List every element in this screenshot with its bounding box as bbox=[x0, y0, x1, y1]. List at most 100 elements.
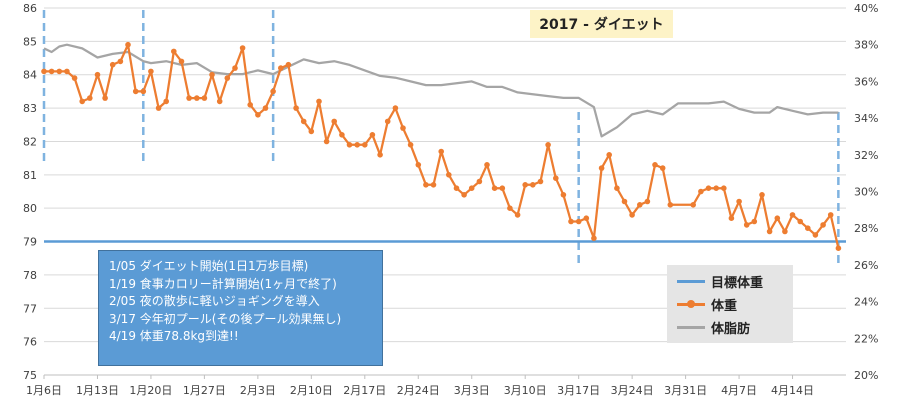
data-point bbox=[659, 165, 666, 171]
data-point bbox=[583, 215, 590, 221]
data-point bbox=[109, 61, 116, 68]
data-point bbox=[384, 118, 391, 125]
data-point bbox=[423, 182, 429, 188]
data-point bbox=[247, 102, 253, 108]
data-point bbox=[293, 105, 299, 111]
x-tick-label: 4月7日 bbox=[721, 384, 757, 397]
y-left-tick-label: 83 bbox=[23, 102, 37, 115]
data-point bbox=[606, 152, 612, 158]
data-point bbox=[499, 185, 506, 191]
data-point bbox=[690, 202, 696, 208]
annotation-line: 4/19 体重78.8kg到達!! bbox=[109, 329, 239, 343]
data-point bbox=[262, 105, 269, 111]
data-point bbox=[125, 41, 131, 48]
data-point bbox=[132, 88, 139, 95]
y-left-tick-label: 77 bbox=[23, 302, 37, 315]
data-point bbox=[316, 98, 322, 105]
data-point bbox=[751, 218, 758, 225]
data-point bbox=[537, 178, 544, 185]
y-left-tick-label: 76 bbox=[23, 336, 37, 349]
data-point bbox=[407, 142, 414, 148]
data-point bbox=[362, 142, 368, 148]
event-marker-lines bbox=[42, 10, 840, 268]
y-right-tick-label: 32% bbox=[854, 149, 878, 162]
y-right-tick-label: 28% bbox=[854, 222, 878, 235]
data-point bbox=[789, 212, 796, 218]
data-point bbox=[87, 95, 93, 101]
y-left-tick-label: 84 bbox=[23, 69, 37, 82]
data-point bbox=[507, 205, 513, 211]
data-point bbox=[369, 132, 376, 138]
y-left-tick-label: 79 bbox=[23, 236, 37, 249]
data-point bbox=[728, 215, 735, 221]
data-point bbox=[598, 165, 605, 171]
data-point bbox=[721, 185, 727, 191]
data-point bbox=[667, 202, 674, 208]
data-point bbox=[438, 148, 445, 155]
x-tick-label: 1月13日 bbox=[76, 384, 119, 397]
y-left-tick-label: 85 bbox=[23, 35, 37, 48]
data-point bbox=[232, 65, 238, 71]
data-point bbox=[835, 245, 842, 251]
y-left-tick-label: 80 bbox=[23, 202, 37, 215]
data-point bbox=[827, 212, 834, 218]
x-tick-label: 1月6日 bbox=[26, 384, 62, 397]
data-point bbox=[216, 98, 223, 105]
data-point bbox=[377, 152, 383, 158]
data-point bbox=[201, 95, 208, 101]
data-point bbox=[629, 212, 635, 218]
data-point bbox=[736, 198, 742, 205]
data-point bbox=[461, 192, 467, 198]
data-point bbox=[270, 88, 276, 95]
data-point bbox=[323, 138, 330, 145]
data-point bbox=[644, 198, 651, 205]
y-left-tick-label: 81 bbox=[23, 169, 37, 182]
legend-item-weight: 体重 bbox=[677, 294, 737, 314]
data-point bbox=[820, 222, 826, 228]
annotation-line: 3/17 今年初プール(その後プール効果無し) bbox=[109, 311, 342, 326]
data-point bbox=[468, 185, 475, 191]
data-point bbox=[194, 95, 200, 101]
data-point bbox=[430, 182, 437, 188]
data-point bbox=[637, 202, 643, 208]
y-right-tick-label: 36% bbox=[854, 75, 878, 88]
x-tick-label: 4月14日 bbox=[771, 384, 814, 397]
data-point bbox=[331, 118, 338, 125]
data-point bbox=[339, 132, 345, 138]
right-axis-ticks: 20% 22% 24% 26% 28% 30% 32% 34% 36% 38% 40% bbox=[854, 2, 878, 382]
data-point bbox=[652, 162, 658, 168]
data-point bbox=[79, 98, 85, 105]
data-point bbox=[415, 162, 422, 168]
data-point bbox=[224, 75, 231, 81]
data-point bbox=[812, 232, 819, 238]
x-tick-label: 3月10日 bbox=[504, 384, 547, 397]
data-point bbox=[354, 142, 361, 148]
legend-swatch-bodyfat bbox=[677, 325, 705, 329]
y-left-tick-label: 86 bbox=[23, 2, 37, 15]
data-point bbox=[476, 178, 483, 185]
data-point bbox=[705, 185, 712, 191]
x-tick-label: 3月31日 bbox=[664, 384, 707, 397]
x-tick-label: 2月24日 bbox=[397, 384, 440, 397]
data-point bbox=[94, 71, 101, 78]
data-point bbox=[782, 228, 788, 235]
data-point bbox=[545, 142, 551, 148]
legend-label-bodyfat: 体脂肪 bbox=[711, 321, 751, 337]
data-point bbox=[743, 222, 750, 228]
x-tick-label: 3月3日 bbox=[454, 384, 490, 397]
data-point bbox=[759, 192, 765, 198]
y-right-tick-label: 38% bbox=[854, 39, 878, 52]
x-tick-label: 2月10日 bbox=[290, 384, 333, 397]
data-point bbox=[774, 215, 781, 221]
data-point bbox=[308, 128, 315, 135]
y-left-tick-label: 78 bbox=[23, 269, 37, 282]
legend-marker-weight bbox=[687, 299, 695, 308]
data-point bbox=[400, 125, 406, 131]
y-right-tick-label: 40% bbox=[854, 2, 878, 15]
x-tick-label: 3月17日 bbox=[557, 384, 600, 397]
data-point bbox=[140, 88, 147, 95]
data-point bbox=[446, 172, 452, 178]
data-point bbox=[568, 218, 574, 225]
y-right-tick-label: 22% bbox=[854, 332, 878, 345]
data-point bbox=[766, 228, 773, 235]
